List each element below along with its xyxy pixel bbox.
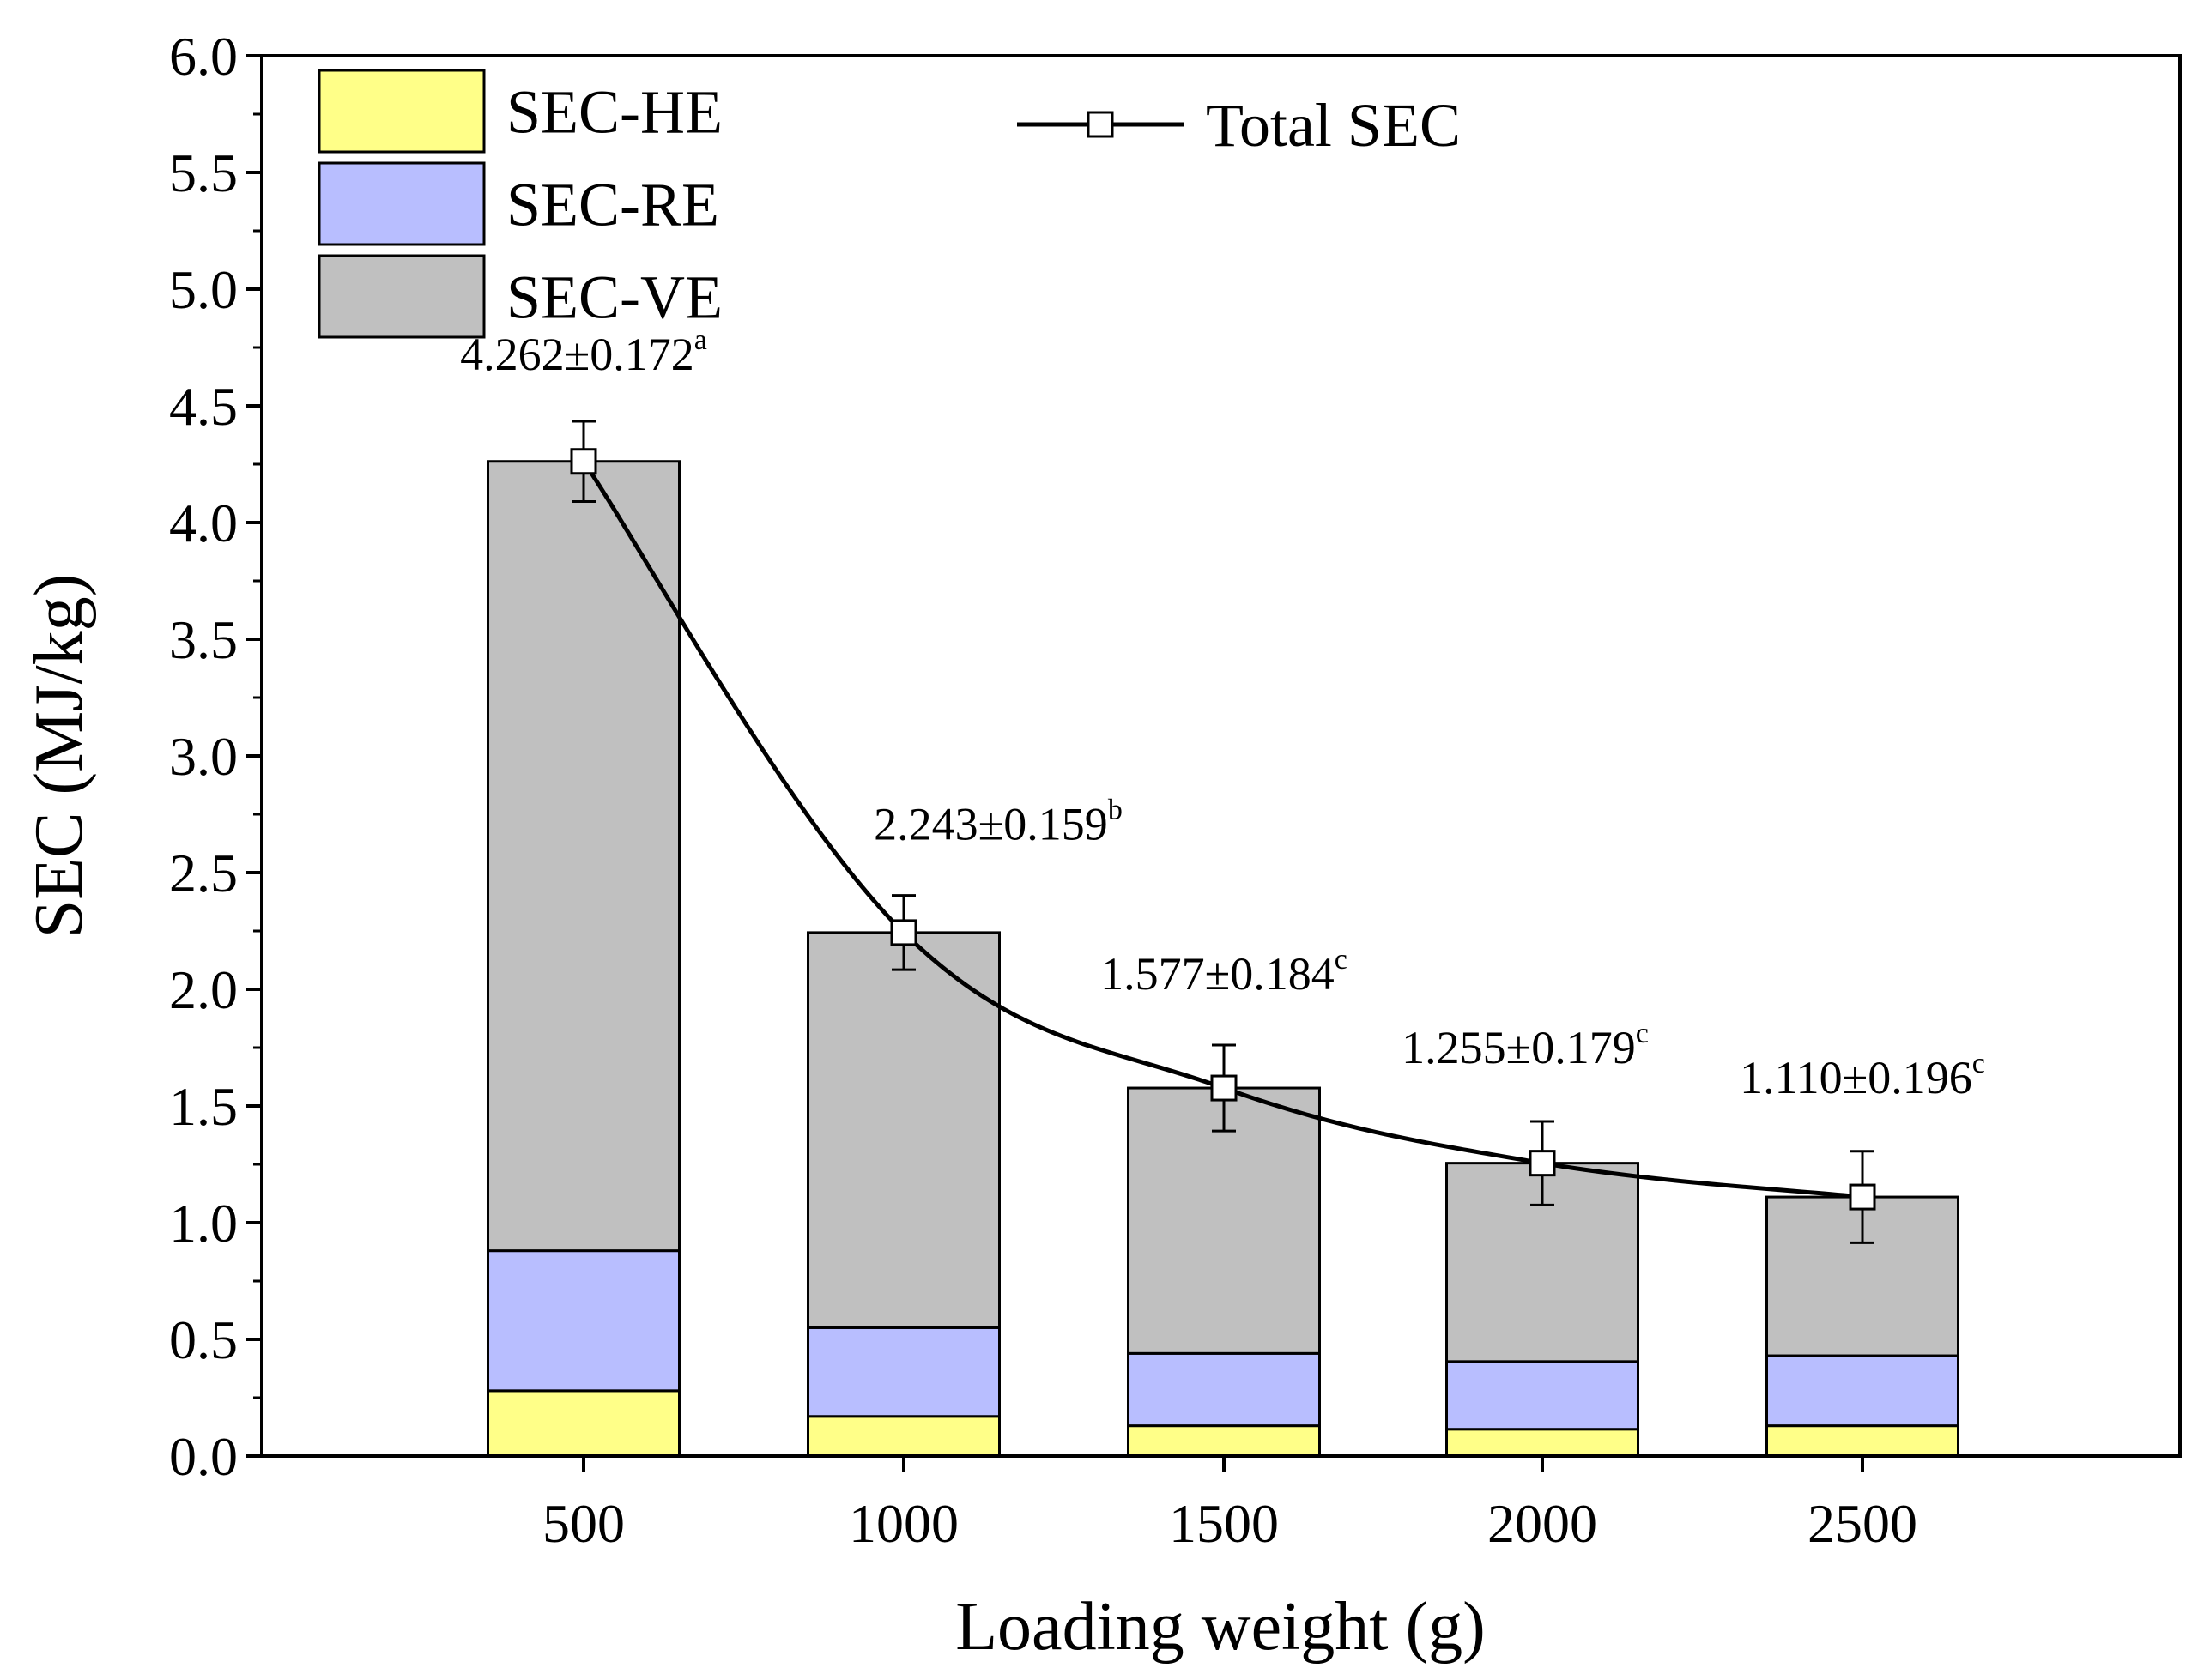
bar-sec-re-1000	[807, 1326, 1001, 1418]
y-tick-label-5: 2.5	[169, 843, 238, 903]
bar-sec-re-500	[487, 1249, 681, 1393]
y-tick-label-10: 5.0	[169, 259, 238, 320]
total-label-2500: 1.110±0.196c	[1740, 1048, 1985, 1103]
legend-label-sec-ve: SEC-VE	[506, 263, 723, 332]
total-marker-500	[570, 448, 597, 475]
total-labels-layer: 4.262±0.172a 2.243±0.159b 1.577±0.184c 1.25…	[460, 324, 1985, 1103]
total-sec-line	[581, 460, 1863, 1200]
y-tick-label-6: 3.0	[169, 726, 238, 787]
total-label-1500: 1.577±0.184c	[1100, 944, 1347, 1000]
bar-sec-re-1500	[1127, 1351, 1321, 1428]
total-line-layer	[570, 420, 1876, 1244]
legend-swatch-sec-re	[318, 161, 486, 246]
legend-swatch-sec-he	[318, 69, 486, 154]
legend-marker-total-sec	[1087, 111, 1114, 138]
x-tick-label-3: 2000	[1487, 1493, 1597, 1554]
bar-sec-he-2000	[1445, 1428, 1639, 1458]
y-tick-label-8: 4.0	[169, 493, 238, 553]
total-marker-1000	[890, 919, 917, 946]
bar-sec-re-2500	[1765, 1354, 1959, 1428]
bar-sec-ve-1500	[1127, 1086, 1321, 1355]
y-tick-label-11: 5.5	[169, 142, 238, 203]
bar-sec-he-500	[487, 1389, 681, 1458]
x-tick-label-4: 2500	[1807, 1493, 1917, 1554]
y-tick-label-9: 4.5	[169, 376, 238, 437]
total-label-1000: 2.243±0.159b	[874, 795, 1123, 850]
total-marker-1500	[1210, 1074, 1238, 1102]
bar-sec-re-2000	[1445, 1360, 1639, 1431]
y-tick-label-0: 0.0	[169, 1426, 238, 1487]
y-axis-title: SEC (MJ/kg)	[21, 574, 97, 939]
y-tick-label-2: 1.0	[169, 1193, 238, 1254]
legend-label-total-sec: Total SEC	[1206, 91, 1461, 160]
legend-label-sec-re: SEC-RE	[506, 171, 719, 239]
total-marker-2000	[1529, 1150, 1556, 1177]
bar-sec-he-1500	[1127, 1424, 1321, 1458]
bar-sec-he-1000	[807, 1415, 1001, 1458]
legend-swatch-sec-ve	[318, 254, 486, 339]
bar-sec-he-2500	[1765, 1424, 1959, 1458]
y-tick-label-7: 3.5	[169, 609, 238, 670]
x-axis-title: Loading weight (g)	[955, 1589, 1486, 1665]
y-axis: 0.0 0.5 1.0 1.5 2.0 2.5 3.0 3.5 4.0 4.5 5.0 5.5 6.0	[169, 26, 262, 1487]
y-tick-label-1: 0.5	[169, 1309, 238, 1370]
legend-label-sec-he: SEC-HE	[506, 78, 723, 147]
x-tick-label-1: 1000	[849, 1493, 959, 1554]
y-tick-label-3: 1.5	[169, 1076, 238, 1137]
y-tick-label-12: 6.0	[169, 26, 238, 87]
total-label-500: 4.262±0.172a	[460, 324, 707, 380]
legend: SEC-HE SEC-RE SEC-VE Total SEC	[318, 69, 1461, 339]
bar-sec-ve-500	[487, 460, 681, 1253]
x-tick-label-0: 500	[542, 1493, 625, 1554]
x-axis: 500 1000 1500 2000 2500	[542, 1456, 1917, 1554]
x-tick-label-2: 1500	[1169, 1493, 1279, 1554]
total-marker-2500	[1849, 1183, 1876, 1211]
total-label-2000: 1.255±0.179c	[1402, 1018, 1649, 1073]
y-tick-label-4: 2.0	[169, 959, 238, 1020]
bar-sec-ve-1000	[807, 931, 1001, 1329]
